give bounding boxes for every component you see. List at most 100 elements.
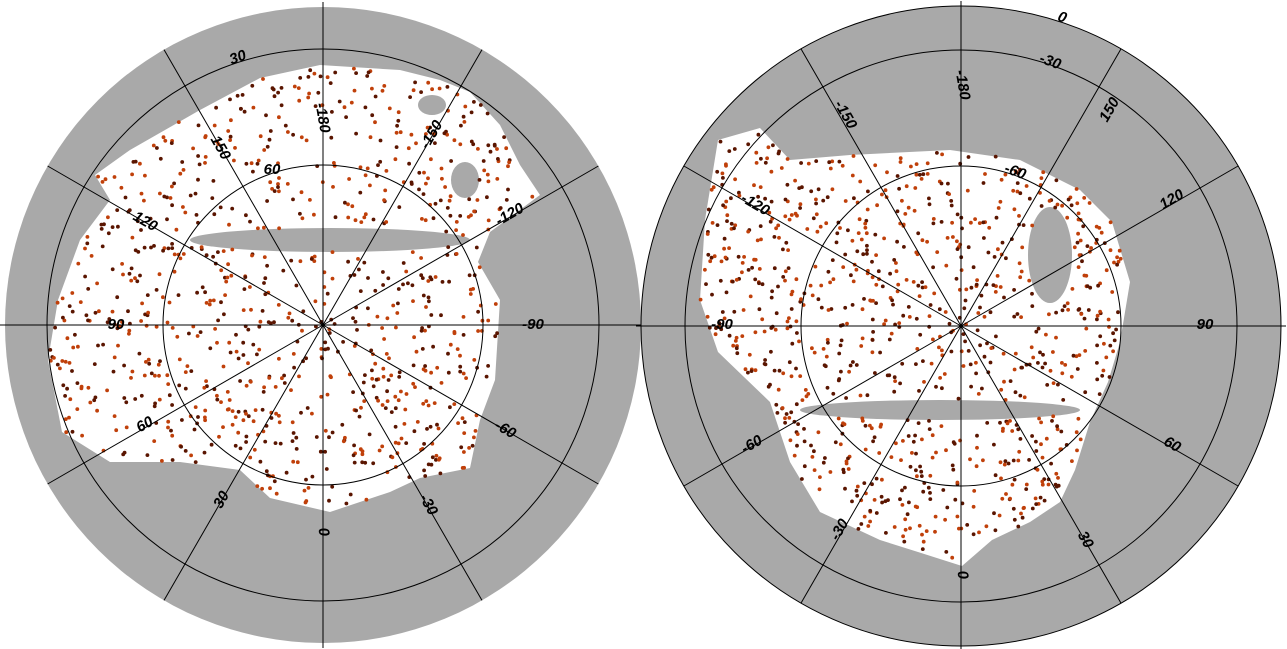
source-dot <box>368 135 373 140</box>
source-dot <box>347 177 351 181</box>
source-dot <box>714 326 718 330</box>
source-dot <box>731 343 736 348</box>
source-dot <box>997 513 1002 518</box>
source-dot <box>249 161 254 166</box>
source-dot <box>1077 253 1082 257</box>
source-dot <box>797 186 802 191</box>
source-dot <box>291 459 296 464</box>
source-dot <box>506 164 510 169</box>
source-dot <box>493 302 498 306</box>
source-dot <box>752 183 756 188</box>
source-dot <box>349 100 354 105</box>
source-dot <box>325 75 330 80</box>
source-dot <box>784 240 789 245</box>
source-dot <box>160 459 164 463</box>
source-dot <box>786 248 790 253</box>
source-dot <box>448 194 453 199</box>
source-dot <box>263 276 268 281</box>
source-dot <box>378 138 383 143</box>
source-dot <box>406 146 411 151</box>
source-dot <box>934 384 938 389</box>
source-dot <box>291 431 296 435</box>
source-dot <box>920 532 924 537</box>
source-dot <box>1098 334 1103 339</box>
source-dot <box>251 169 255 174</box>
source-dot <box>1112 338 1117 343</box>
source-dot <box>979 293 984 298</box>
source-dot <box>239 107 243 111</box>
source-dot <box>864 231 869 236</box>
source-dot <box>454 228 458 233</box>
source-dot <box>723 255 728 260</box>
source-dot <box>64 430 69 435</box>
source-dot <box>154 324 159 329</box>
source-dot <box>364 497 369 502</box>
source-dot <box>826 308 831 312</box>
source-dot <box>789 374 794 379</box>
source-dot <box>262 148 267 152</box>
source-dot <box>852 196 856 201</box>
source-dot <box>273 441 278 445</box>
source-dot <box>289 258 294 263</box>
source-dot <box>148 216 153 221</box>
source-dot <box>408 95 412 99</box>
source-dot <box>358 289 363 293</box>
source-dot <box>767 210 772 215</box>
source-dot <box>868 423 872 428</box>
source-dot <box>772 235 777 239</box>
source-dot <box>981 458 985 463</box>
source-dot <box>929 361 934 366</box>
source-dot <box>399 436 404 441</box>
source-dot <box>718 278 723 283</box>
source-dot <box>1074 354 1079 359</box>
source-dot <box>262 281 266 285</box>
source-dot <box>988 310 993 315</box>
source-dot <box>157 373 161 378</box>
source-dot <box>183 210 188 215</box>
source-dot <box>189 369 194 373</box>
source-dot <box>455 347 460 351</box>
source-dot <box>1048 368 1053 373</box>
source-dot <box>185 364 190 368</box>
source-dot <box>795 213 799 218</box>
source-dot <box>308 68 313 73</box>
source-dot <box>67 361 72 365</box>
source-dot <box>787 360 792 365</box>
source-dot <box>446 370 451 375</box>
source-dot <box>327 331 332 335</box>
source-dot <box>183 370 188 374</box>
source-dot <box>928 497 933 501</box>
source-dot <box>924 529 929 533</box>
meridian <box>322 49 483 326</box>
source-dot <box>1013 351 1018 356</box>
source-dot <box>873 232 878 237</box>
source-dot <box>727 246 731 251</box>
source-dot <box>816 430 821 435</box>
source-dot <box>870 338 875 342</box>
source-dot <box>67 304 72 308</box>
source-dot <box>175 334 180 339</box>
source-dot <box>100 244 105 249</box>
source-dot <box>221 364 226 369</box>
source-dot <box>763 358 767 362</box>
source-dot <box>215 340 219 345</box>
source-dot <box>1055 202 1060 207</box>
source-dot <box>754 150 759 155</box>
source-dot <box>195 334 200 338</box>
source-dot <box>362 215 367 220</box>
source-dot <box>68 397 73 402</box>
source-dot <box>1096 283 1100 288</box>
source-dot <box>1076 308 1081 312</box>
source-dot <box>715 223 720 228</box>
source-dot <box>429 313 434 317</box>
source-dot <box>430 455 435 460</box>
source-dot <box>305 406 310 410</box>
source-dot <box>417 170 422 175</box>
source-dot <box>327 498 331 503</box>
source-dot <box>1097 392 1102 396</box>
source-dot <box>313 104 318 108</box>
source-dot <box>906 305 911 309</box>
source-dot <box>812 449 816 454</box>
source-dot <box>759 237 763 242</box>
source-dot <box>963 339 967 344</box>
